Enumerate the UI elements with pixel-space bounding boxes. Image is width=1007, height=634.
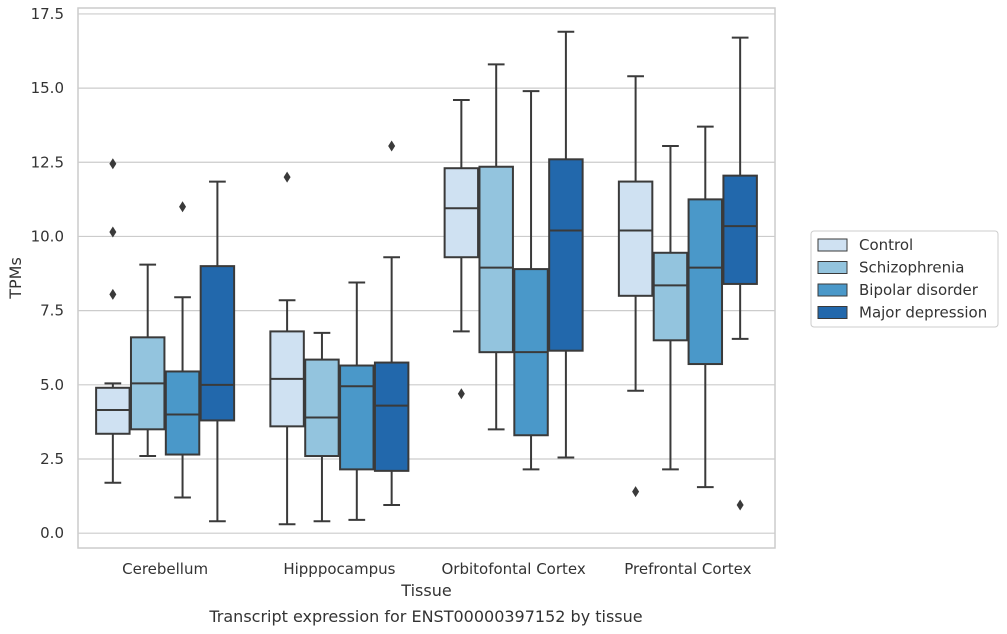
outlier-point [736, 499, 744, 511]
box-iqr [339, 364, 375, 471]
boxes [95, 30, 758, 526]
box-iqr [199, 265, 236, 422]
legend-label: Major depression [859, 304, 987, 322]
box-group [478, 63, 514, 431]
box-group [722, 36, 758, 511]
outlier-point [109, 288, 117, 300]
outlier-point [457, 388, 465, 400]
x-tick-label: Hipppocampus [283, 560, 395, 578]
box-iqr [164, 370, 201, 456]
box-group [339, 281, 375, 521]
plot-frame [77, 7, 776, 549]
box-group [269, 171, 305, 526]
legend-label: Control [859, 236, 913, 254]
box-iqr [304, 358, 340, 458]
box-iqr [652, 251, 689, 342]
y-tick-label: 2.5 [40, 450, 64, 468]
y-axis-ticks: 0.0 2.5 5.0 7.5 10.0 12.5 15.0 17.5 [31, 5, 64, 542]
legend-item: Bipolar disorder [817, 281, 979, 299]
y-tick-label: 5.0 [40, 376, 64, 394]
legend-swatch [817, 238, 848, 252]
box-group [548, 30, 584, 459]
y-tick-label: 12.5 [31, 153, 64, 171]
y-axis-label: TPMs [6, 257, 25, 300]
box-iqr [478, 165, 514, 354]
x-tick-label: Orbitofontal Cortex [442, 560, 586, 578]
legend-item: Control [817, 236, 913, 254]
x-tick-label: Prefrontal Cortex [624, 560, 751, 578]
y-tick-label: 15.0 [31, 79, 64, 97]
x-tick-label: Cerebellum [122, 560, 208, 578]
chart-caption: Transcript expression for ENST0000039715… [208, 607, 642, 626]
x-axis-label: Tissue [400, 581, 451, 600]
box-group [652, 144, 689, 471]
legend: Control Schizophrenia Bipolar disorder Majo… [810, 230, 999, 328]
box-group [164, 201, 201, 499]
legend-frame [810, 230, 999, 328]
outlier-point [388, 140, 396, 152]
y-tick-label: 7.5 [40, 302, 64, 320]
box-group [373, 140, 410, 506]
y-tick-label: 0.0 [40, 524, 64, 542]
outlier-point [109, 158, 117, 170]
y-tick-label: 10.0 [31, 227, 64, 245]
legend-item: Major depression [817, 304, 987, 322]
legend-label: Schizophrenia [859, 259, 964, 277]
box-group [443, 98, 480, 400]
box-iqr [373, 361, 410, 472]
box-group [129, 263, 166, 458]
box-iqr [617, 180, 654, 297]
legend-swatch [817, 306, 848, 319]
y-tick-label: 17.5 [31, 5, 64, 23]
x-axis-ticks: Cerebellum Hipppocampus Orbitofontal Corte… [122, 560, 751, 578]
box-iqr [687, 198, 724, 366]
box-group [617, 75, 654, 498]
box-group [95, 158, 131, 484]
outlier-point [179, 201, 187, 213]
legend-item: Schizophrenia [817, 259, 964, 277]
outlier-point [632, 486, 640, 498]
box-group [304, 331, 340, 523]
legend-swatch [817, 261, 848, 274]
box-iqr [722, 174, 758, 285]
outlier-point [283, 171, 291, 183]
box-group [687, 125, 724, 489]
legend-label: Bipolar disorder [859, 281, 979, 299]
box-group [513, 90, 549, 471]
box-iqr [548, 158, 584, 352]
outlier-point [109, 226, 117, 238]
legend-swatch [817, 283, 848, 297]
box-iqr [443, 167, 480, 259]
box-group [199, 180, 236, 523]
